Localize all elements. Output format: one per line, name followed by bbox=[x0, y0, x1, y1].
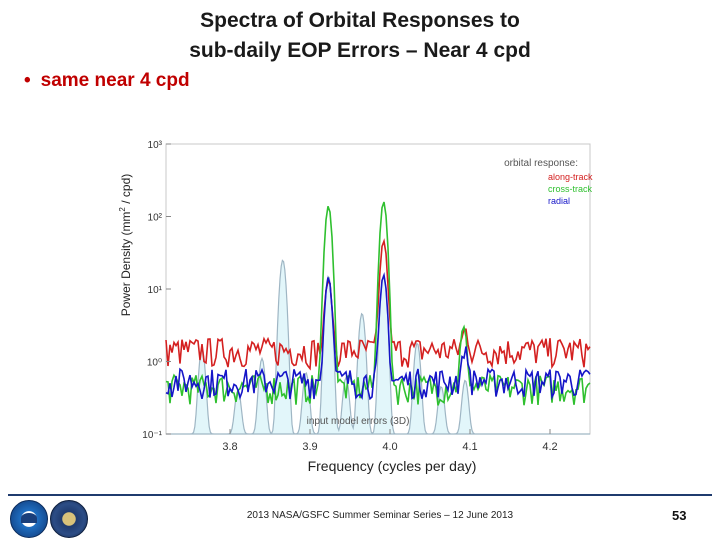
x-axis-label: Frequency (cycles per day) bbox=[307, 458, 477, 474]
legend-entry-radial: radial bbox=[548, 196, 570, 206]
bullet-text: same near 4 cpd bbox=[40, 70, 190, 91]
bullet-item: • same near 4 cpd bbox=[24, 70, 190, 92]
footer-divider bbox=[8, 494, 712, 496]
seal-logo-icon bbox=[50, 500, 88, 538]
legend-title: orbital response: bbox=[504, 158, 578, 169]
slide-title: Spectra of Orbital Responses to sub-dail… bbox=[0, 6, 720, 66]
y-tick-label: 10¹ bbox=[148, 285, 163, 296]
y-tick-label: 10⁻¹ bbox=[142, 430, 162, 441]
legend-entry-cross-track: cross-track bbox=[548, 184, 593, 194]
title-line-1: Spectra of Orbital Responses to bbox=[200, 9, 520, 32]
spectra-chart: 3.8 3.9 4.0 4.1 4.2 10⁻¹ 10⁰ 10¹ 10² 10³ orbital r… bbox=[142, 140, 593, 453]
title-line-2: sub-daily EOP Errors – Near 4 cpd bbox=[189, 39, 531, 62]
legend-entry-along-track: along-track bbox=[548, 172, 593, 182]
x-tick-label: 3.9 bbox=[302, 441, 317, 453]
x-tick-label: 4.2 bbox=[542, 441, 557, 453]
bullet-dot-icon: • bbox=[24, 70, 31, 91]
input-errors-label: input model errors (3D) bbox=[307, 416, 410, 427]
noaa-logo-icon bbox=[10, 500, 48, 538]
y-tick-label: 10² bbox=[148, 213, 163, 224]
y-tick-label: 10⁰ bbox=[147, 358, 162, 369]
footer-text: 2013 NASA/GSFC Summer Seminar Series – 1… bbox=[246, 510, 514, 521]
x-tick-label: 4.0 bbox=[382, 441, 397, 453]
x-tick-label: 3.8 bbox=[222, 441, 237, 453]
y-tick-label: 10³ bbox=[148, 140, 163, 151]
series-along-track bbox=[165, 238, 591, 371]
series-radial bbox=[165, 272, 591, 401]
page-number: 53 bbox=[672, 508, 687, 523]
x-tick-label: 4.1 bbox=[462, 441, 477, 453]
series-cross-track bbox=[165, 201, 591, 406]
